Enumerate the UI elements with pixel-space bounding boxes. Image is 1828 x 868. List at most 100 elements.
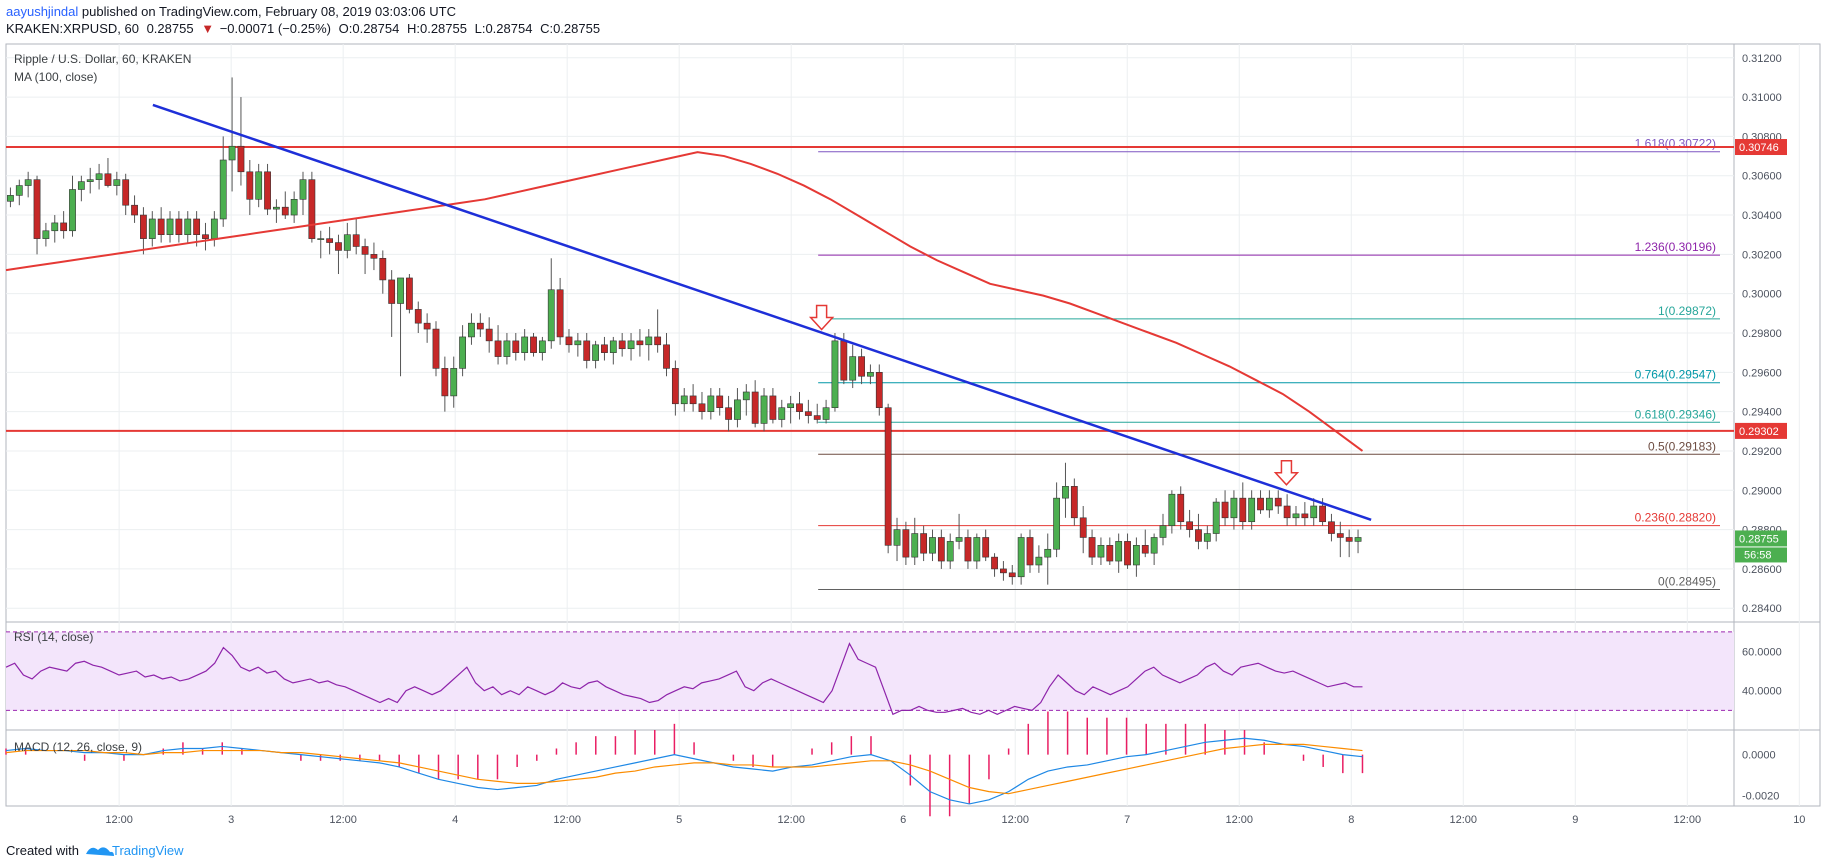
low-value: 0.28754 <box>485 21 532 36</box>
candle <box>609 336 617 365</box>
resistance-lines[interactable]: 0.30746 0.29302 <box>6 139 1787 439</box>
candle <box>663 333 670 377</box>
candle-down <box>237 145 245 173</box>
candle-up <box>166 218 174 236</box>
time-tick-label: 12:00 <box>329 814 357 826</box>
down-arrow-icon <box>808 304 835 331</box>
candle-down <box>494 340 502 357</box>
candle-down <box>1088 537 1096 558</box>
close-label: C: <box>540 21 553 36</box>
candle <box>1026 529 1034 573</box>
candle-down <box>875 372 883 409</box>
candle-down <box>663 344 670 369</box>
candle <box>725 395 732 432</box>
candle <box>122 173 130 216</box>
candle <box>618 333 626 357</box>
price-tick-label: 0.28400 <box>1742 603 1782 615</box>
candle-up <box>1310 505 1318 519</box>
fib-level-label: 1.618(0.30722) <box>1635 137 1716 151</box>
candle <box>1159 513 1167 546</box>
candle-down <box>1239 497 1247 523</box>
candle <box>1177 486 1185 530</box>
candle <box>131 195 138 223</box>
candle-up <box>1248 497 1256 523</box>
candle <box>946 533 954 569</box>
candle <box>565 329 573 353</box>
candle-up <box>1017 537 1025 578</box>
candle-down <box>636 340 644 346</box>
candle <box>414 301 422 333</box>
time-tick-label: 12:00 <box>1225 814 1253 826</box>
candle <box>1124 533 1131 569</box>
candle-up <box>77 181 85 190</box>
tradingview-brand[interactable]: TradingView <box>112 843 184 858</box>
candle <box>742 384 750 416</box>
candle-up <box>210 218 218 239</box>
candle <box>929 529 936 562</box>
candle-down <box>991 556 998 570</box>
candle-down <box>441 368 449 397</box>
candle <box>760 388 768 432</box>
candle-up <box>893 529 901 546</box>
candle <box>627 333 635 361</box>
candle <box>601 336 608 361</box>
candle <box>734 388 741 428</box>
candle-up <box>946 541 954 562</box>
candle-down <box>33 179 41 239</box>
candle-down <box>512 340 520 353</box>
candles <box>7 77 1362 585</box>
candle <box>335 234 342 275</box>
candle <box>228 77 236 192</box>
candle <box>1150 533 1158 565</box>
candle-down <box>583 340 591 361</box>
candle <box>884 403 892 554</box>
candle <box>858 348 865 385</box>
price-tick-label: 0.30200 <box>1742 249 1782 261</box>
change-arrow-icon: ▼ <box>201 21 214 36</box>
candle-down <box>405 277 413 310</box>
author-link[interactable]: aayushjindal <box>6 4 78 19</box>
candle-down <box>689 395 697 405</box>
price-tick-label: 0.29000 <box>1742 485 1782 497</box>
candle-down <box>1141 545 1149 554</box>
candle-down <box>937 537 945 562</box>
high-value: 0.28755 <box>420 21 467 36</box>
candle <box>166 211 174 243</box>
ma-line <box>5 151 1364 452</box>
fibonacci-retracement[interactable]: 1.618(0.30722) 1.236(0.30196) 1(0.29872) 0.… <box>818 137 1720 591</box>
candle-down <box>246 171 254 200</box>
candle-up <box>742 391 750 401</box>
change-value: −0.00071 (−0.25%) <box>220 21 331 36</box>
trendline[interactable] <box>152 103 1372 521</box>
symbol-line: KRAKEN:XRPUSD, 60 0.28755 ▼ −0.00071 (−0… <box>6 21 600 36</box>
candle <box>1115 533 1123 573</box>
candle-down <box>175 218 183 236</box>
time-tick-label: 12:00 <box>777 814 805 826</box>
candle <box>33 175 41 255</box>
candle-up <box>184 218 192 236</box>
candle <box>1221 490 1229 526</box>
rsi-layer: 60.0000 40.0000 <box>5 631 1782 716</box>
candle <box>671 360 679 416</box>
candle-up <box>459 336 466 369</box>
candle <box>991 553 998 577</box>
candle-up <box>1035 556 1043 566</box>
candle-down <box>122 179 130 206</box>
candle <box>751 380 759 428</box>
published-text: published on TradingView.com, February 0… <box>78 4 456 19</box>
rsi-pane-title: RSI (14, close) <box>14 630 93 644</box>
price-tick-label: 0.29200 <box>1742 446 1782 458</box>
price-tick-label: 0.29400 <box>1742 407 1782 419</box>
candle <box>343 222 351 259</box>
candle <box>1283 494 1291 526</box>
candle <box>15 179 23 206</box>
candle <box>264 163 271 216</box>
candle-down <box>1124 541 1131 566</box>
candle <box>317 230 325 259</box>
candle-down <box>601 344 608 353</box>
macd-pane[interactable] <box>5 729 1821 807</box>
time-tick-label: 12:00 <box>105 814 133 826</box>
candle <box>503 333 511 365</box>
candle-up <box>1115 541 1123 562</box>
time-tick-label: 10 <box>1793 814 1805 826</box>
